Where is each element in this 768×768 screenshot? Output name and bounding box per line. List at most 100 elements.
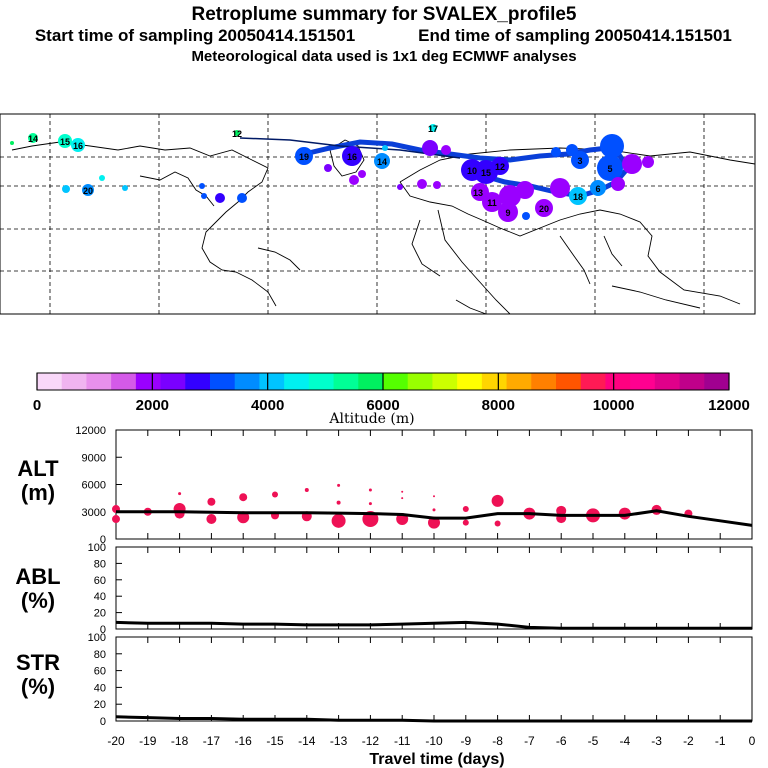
met-data-label: Meteorological data used is 1x1 deg ECMW… [191,48,576,65]
colorbar-swatch [210,373,236,390]
colorbar-swatch [704,373,730,390]
colorbar-swatch [580,373,606,390]
altitude-marker [112,515,120,524]
figure-title: Retroplume summary for SVALEX_profile5 [191,4,576,25]
y-tick-label: 80 [94,649,106,661]
particle-cluster [201,193,207,199]
str-x-tickmarks [115,637,753,721]
alt-x-tickmarks [115,430,753,539]
x-tick-label: -10 [425,734,443,748]
particle-cluster [590,180,606,196]
cluster-label: 16 [73,141,83,151]
cluster-label: 18 [573,192,583,202]
colorbar-swatch [679,373,705,390]
colorbar-swatch [654,373,681,390]
colorbar-tick-label: 10000 [593,397,635,414]
alt-panel-unit: (m) [21,480,55,505]
altitude-marker [401,490,404,493]
colorbar-tick-label: 8000 [482,397,515,414]
coastlines [11,139,756,315]
particle-cluster [422,140,438,156]
x-axis-label: Travel time (days) [369,751,504,768]
cluster-label: 3 [577,156,582,166]
y-tick-label: 0 [100,624,106,636]
y-tick-label: 60 [94,666,106,678]
altitude-marker [336,500,341,505]
x-tick-label: -16 [235,734,253,748]
colorbar-tick-label: 2000 [136,397,169,414]
colorbar-swatch [86,373,112,390]
colorbar-swatch [531,373,557,390]
cluster-label: 12 [495,162,505,172]
altitude-marker [368,502,372,506]
colorbar-tick-label: 12000 [708,397,750,414]
colorbar-swatch [432,373,458,390]
altitude-marker [272,491,278,498]
colorbar-swatch [111,373,137,390]
x-tick-label: -5 [588,734,599,748]
altitude-marker [206,514,217,525]
particle-cluster [324,164,332,172]
particle-cluster [122,185,128,191]
y-tick-label: 9000 [82,452,106,464]
altitude-marker [556,505,567,516]
altitude-marker [428,516,440,529]
altitude-marker [237,511,250,524]
particle-cluster [342,146,362,166]
y-tick-label: 40 [94,682,106,694]
x-tick-label: -8 [492,734,503,748]
x-tick-label: -6 [556,734,567,748]
colorbar-swatch [135,373,162,390]
x-tick-label: -15 [266,734,284,748]
particle-cluster [642,156,654,168]
y-tick-label: 100 [88,632,106,644]
cluster-label: 15 [60,137,70,147]
altitude-marker [337,483,341,487]
cluster-label: 6 [595,184,600,194]
cluster-label: 16 [347,152,357,162]
colorbar-swatch [556,373,582,390]
colorbar-tick-label: 6000 [366,397,399,414]
map-gridlines [0,114,755,314]
particle-cluster [215,193,225,203]
particle-cluster [234,130,240,136]
particle-cluster [429,124,437,132]
particle-cluster [522,212,530,220]
altitude-marker [239,493,248,502]
altitude-marker [178,492,182,496]
altitude-marker [304,487,309,492]
alt-y-ticks: 0 3000 6000 9000 12000 [75,425,122,546]
colorbar-swatch [160,373,186,390]
x-tick-label: -7 [524,734,535,748]
particle-cluster [417,179,427,189]
altitude-marker [331,513,346,528]
str-line [115,715,752,723]
abl-panel-label: ABL [15,564,60,589]
particle-cluster [295,147,313,165]
altitude-marker [494,520,501,527]
abl-line [115,620,752,630]
particle-cluster [498,202,518,222]
abl-x-tickmarks [115,547,753,629]
cluster-label: 20 [539,204,549,214]
particle-cluster [82,184,94,196]
particle-cluster [550,178,570,198]
altitude-marker [174,508,185,519]
x-tick-labels: -20 -19 -18 -17 -16 -15 -14 -13 -12 -11 -10 -9 -8 -7-… [107,734,755,748]
y-tick-label: 60 [94,575,106,587]
cluster-label: 5 [607,164,612,174]
particle-cluster [611,177,625,191]
altitude-marker [462,519,469,526]
x-tick-label: -20 [107,734,125,748]
alt-mean-line [116,509,753,527]
str-panel: 0 20 40 60 80 100 STR (%) [16,632,753,728]
altitude-marker [432,508,436,512]
x-tick-label: -4 [619,734,630,748]
cluster-label: 9 [505,208,510,218]
particle-cluster [622,154,642,174]
end-time-label: End time of sampling 20050414.151501 [418,26,732,45]
colorbar-swatch [605,373,631,390]
altitude-marker [401,497,404,500]
